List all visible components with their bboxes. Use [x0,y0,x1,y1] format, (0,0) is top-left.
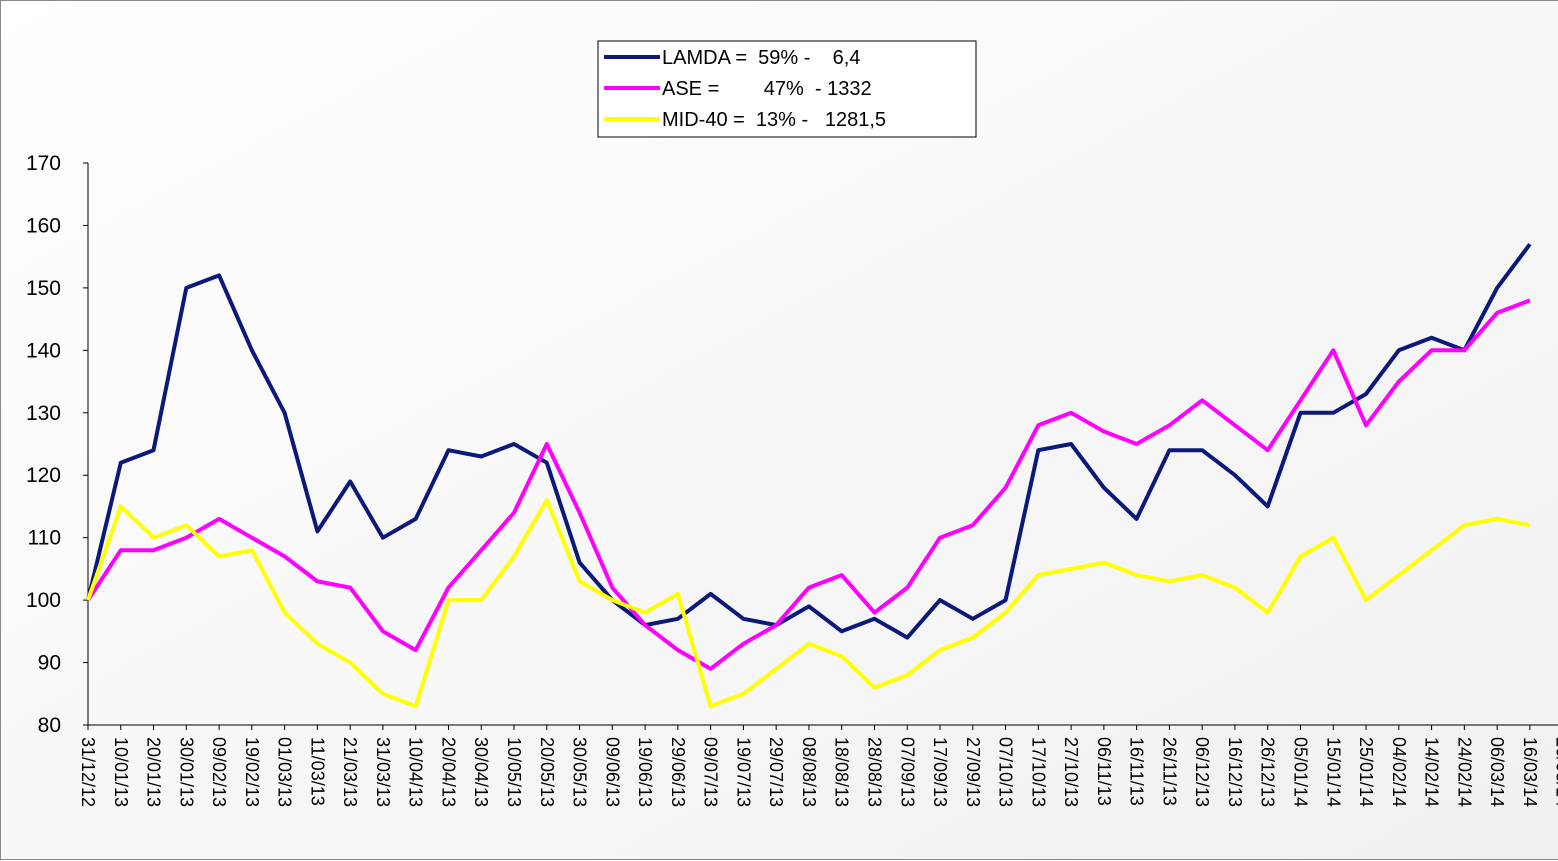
x-tick-label: 16/03/14 [1520,737,1540,807]
x-tick-label: 16/12/13 [1225,737,1245,807]
x-tick-label: 08/08/13 [799,737,819,807]
x-tick-label: 06/11/13 [1094,737,1114,806]
x-tick-label: 15/01/14 [1323,737,1343,807]
x-tick-label: 20/01/13 [144,737,164,807]
series-line [86,298,1531,671]
x-tick-label: 26/03/14 [1553,737,1558,807]
x-tick-label: 21/03/13 [340,737,360,807]
x-tick-label: 17/09/13 [930,737,950,807]
x-tick-label: 31/03/13 [373,737,393,807]
legend-label: MID-40 = 13% - 1281,5 [662,109,886,131]
x-tick-label: 25/01/14 [1356,737,1376,807]
x-tick-label: 26/11/13 [1159,737,1179,806]
x-tick-label: 10/01/13 [111,737,131,807]
series-line [86,242,1532,640]
x-tick-label: 09/02/13 [209,737,229,807]
y-tick-label: 120 [26,464,61,487]
x-tick-label: 06/03/14 [1487,737,1507,807]
series-line [86,498,1531,709]
x-tick-label: 10/05/13 [504,737,524,807]
x-tick-label: 19/02/13 [242,737,262,807]
x-tick-label: 29/07/13 [766,737,786,807]
y-tick-label: 170 [26,152,61,175]
x-tick-label: 19/06/13 [635,737,655,807]
x-tick-label: 11/03/13 [307,737,327,806]
x-tick-label: 27/10/13 [1061,737,1081,807]
x-tick-label: 04/02/14 [1389,737,1409,807]
x-tick-label: 20/05/13 [537,737,557,807]
x-tick-label: 18/08/13 [832,737,852,807]
x-tick-label: 09/07/13 [701,737,721,807]
x-tick-label: 14/02/14 [1422,737,1442,807]
x-tick-label: 09/06/13 [602,737,622,807]
x-tick-label: 30/05/13 [570,737,590,807]
legend: LAMDA = 59% - 6,4 ASE = 47% - 1332 MID-40 … [597,40,977,138]
y-tick-label: 130 [26,402,61,425]
x-tick-label: 28/08/13 [864,737,884,807]
y-tick-label: 110 [28,527,61,550]
x-tick-label: 29/06/13 [668,737,688,807]
x-tick-label: 20/04/13 [438,737,458,807]
y-tick-label: 80 [38,714,61,737]
x-tick-label: 19/07/13 [733,737,753,807]
y-tick-label: 150 [26,277,61,300]
x-tick-label: 17/10/13 [1028,737,1048,807]
x-tick-label: 16/11/13 [1127,737,1147,806]
y-tick-label: 90 [38,652,61,675]
x-tick-label: 07/09/13 [897,737,917,807]
x-tick-label: 27/09/13 [963,737,983,807]
x-tick-label: 26/12/13 [1258,737,1278,807]
y-tick-label: 160 [26,214,61,237]
y-tick-label: 140 [26,339,61,362]
legend-label: LAMDA = 59% - 6,4 [662,47,860,69]
legend-label: ASE = 47% - 1332 [662,78,872,100]
x-tick-label: 07/10/13 [996,737,1016,807]
x-tick-label: 06/12/13 [1192,737,1212,807]
x-tick-label: 24/02/14 [1454,737,1474,807]
y-tick-label: 100 [26,589,61,612]
x-tick-label: 30/01/13 [176,737,196,807]
x-tick-label: 05/01/14 [1290,737,1310,807]
x-tick-label: 31/12/12 [78,737,98,807]
x-tick-label: 10/04/13 [406,737,426,807]
x-tick-label: 01/03/13 [275,737,295,807]
x-tick-label: 30/04/13 [471,737,491,807]
legend-box [597,40,977,138]
